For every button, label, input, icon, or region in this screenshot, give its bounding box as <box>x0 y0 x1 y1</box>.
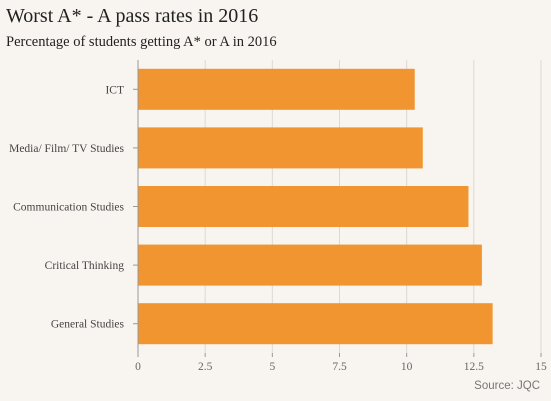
x-tick-label: 10 <box>401 361 413 373</box>
x-tick-label: 0 <box>135 361 141 373</box>
category-label: ICT <box>105 84 124 96</box>
tick-labels: 0 2.5 5 7.5 10 12.5 15 <box>135 361 547 373</box>
bars <box>138 68 493 345</box>
category-labels: ICT Media/ Film/ TV Studies Communication … <box>9 84 124 330</box>
bar <box>138 244 482 286</box>
x-tick-label: 5 <box>269 361 275 373</box>
bar <box>138 303 493 345</box>
bar <box>138 185 469 228</box>
x-tick-label: 7.5 <box>332 361 347 373</box>
category-label: Communication Studies <box>13 202 124 214</box>
chart-title: Worst A* - A pass rates in 2016 <box>6 5 259 27</box>
bar <box>138 127 423 169</box>
x-tick-label: 12.5 <box>464 361 484 373</box>
category-label: Critical Thinking <box>45 260 125 272</box>
source-note: Source: JQC <box>474 380 540 392</box>
axes <box>133 60 542 357</box>
chart-subtitle: Percentage of students getting A* or A i… <box>6 34 277 50</box>
x-tick-label: 2.5 <box>198 361 213 373</box>
x-tick-label: 15 <box>535 361 547 373</box>
bar <box>138 68 415 110</box>
category-label: General Studies <box>51 319 125 331</box>
category-label: Media/ Film/ TV Studies <box>9 143 124 155</box>
